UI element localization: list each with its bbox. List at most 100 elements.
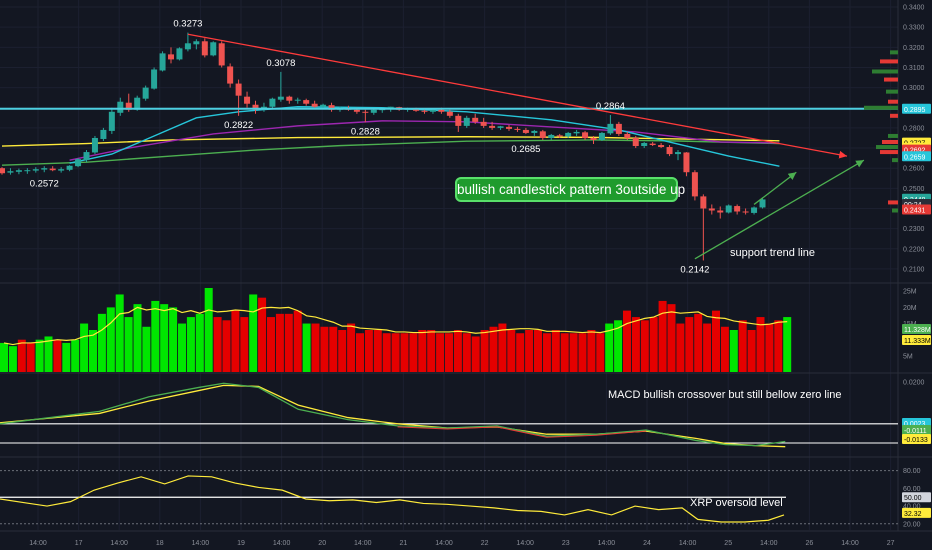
volume-bar [320, 326, 329, 372]
price-tick-label: 0.3100 [903, 65, 925, 72]
volume-bar [774, 320, 783, 372]
volume-bar [213, 317, 222, 372]
rsi-tick-label: 80.00 [903, 468, 921, 475]
moving-average-line [1, 136, 780, 147]
candle-body [286, 96, 293, 101]
price-point-label: 0.2822 [224, 120, 253, 131]
price-badge [902, 434, 931, 444]
candle-body [134, 97, 141, 110]
candle-body [624, 133, 631, 138]
candle-body [480, 121, 487, 126]
volume-bar [329, 326, 338, 372]
volume-bar [178, 323, 186, 372]
volume-bar [124, 317, 133, 372]
moving-average-line [1, 139, 780, 166]
candle-body [41, 168, 48, 170]
candle-body [32, 169, 39, 171]
time-tick-label: 21 [400, 540, 408, 547]
rsi-annotation: XRP oversold level [690, 497, 783, 509]
volume-profile-bar [888, 200, 898, 205]
price-badge-label: -0.0133 [904, 437, 928, 444]
volume-bar [195, 313, 204, 372]
candle-body [413, 109, 420, 111]
volume-profile-bar [890, 113, 898, 118]
volume-bar [151, 300, 160, 372]
candle-body [565, 132, 572, 137]
candle-body [759, 199, 766, 208]
volume-bar [516, 333, 525, 372]
rsi-pane: 80.00 60.00 40.00 20.00 50.00 32.32 [0, 468, 931, 528]
volume-bar [240, 317, 249, 372]
candle-body [751, 207, 758, 213]
volume-bar [605, 323, 614, 372]
candle-body [531, 130, 538, 133]
candle-body [49, 168, 56, 171]
candle-body [227, 66, 234, 84]
candle-body [455, 115, 462, 126]
chart-grid [0, 0, 898, 530]
candle-body [269, 98, 276, 107]
rsi-line [0, 475, 785, 523]
volume-bar [534, 330, 542, 372]
trend-line [187, 33, 848, 159]
volume-bar [453, 330, 462, 372]
volume-bar [623, 310, 631, 372]
volume-bar [142, 326, 151, 372]
pane-separators [0, 0, 932, 532]
volume-bar [658, 300, 667, 372]
candle-body [514, 128, 521, 130]
volume-profile-bar [892, 158, 898, 163]
price-badge-label: 0.2692 [904, 148, 926, 155]
time-tick-label: 14:00 [516, 540, 534, 547]
price-point-label: 0.2864 [596, 101, 625, 112]
price-badge-label: 0.2895 [904, 107, 926, 114]
macd-histogram-trace [397, 426, 647, 438]
candle-body [193, 41, 200, 45]
volume-bar [0, 342, 8, 372]
volume-bar [729, 330, 738, 372]
price-tick-label: 0.2300 [903, 226, 925, 233]
time-tick-label: 14:00 [354, 540, 372, 547]
candle-body [708, 208, 715, 211]
volume-bar [667, 304, 676, 372]
price-badge-label: 0.2431 [904, 207, 926, 214]
volume-bar [62, 342, 71, 372]
price-tick-label: 0.3200 [903, 45, 925, 52]
volume-bar [338, 330, 347, 372]
time-tick-label: 25 [724, 540, 732, 547]
volume-bar [169, 307, 178, 372]
candle-body [320, 104, 327, 107]
candle-body [691, 172, 698, 197]
candle-body [210, 42, 217, 56]
volume-bar [578, 333, 587, 372]
volume-bar [249, 294, 258, 372]
rsi-tick-label: 20.00 [903, 521, 921, 528]
volume-bar [293, 310, 302, 372]
volume-bar [267, 317, 275, 372]
candle-body [218, 43, 225, 66]
volume-tick-label: 20M [903, 305, 917, 312]
volume-bar [649, 317, 658, 372]
volume-bar [364, 330, 373, 372]
volume-bar [542, 333, 551, 372]
trend-lines [187, 33, 865, 260]
price-badge [902, 103, 931, 114]
price-tick-label: 0.2800 [903, 125, 925, 132]
candle-body [489, 125, 496, 128]
price-badge-label: 0.2659 [904, 154, 926, 161]
candle-body [556, 135, 563, 137]
price-badge-label: 50.00 [904, 495, 922, 502]
volume-bar [80, 323, 89, 372]
time-tick-label: 26 [806, 540, 814, 547]
candle-body [615, 123, 622, 134]
time-tick-label: 18 [156, 540, 164, 547]
volume-bar [409, 333, 418, 372]
price-point-label: 0.2142 [680, 264, 709, 275]
price-point-label: 0.2828 [351, 126, 380, 137]
volume-profile-bar [890, 50, 898, 55]
candle-body [522, 129, 529, 133]
volume-bar [685, 317, 694, 372]
volume-bar [569, 333, 578, 372]
